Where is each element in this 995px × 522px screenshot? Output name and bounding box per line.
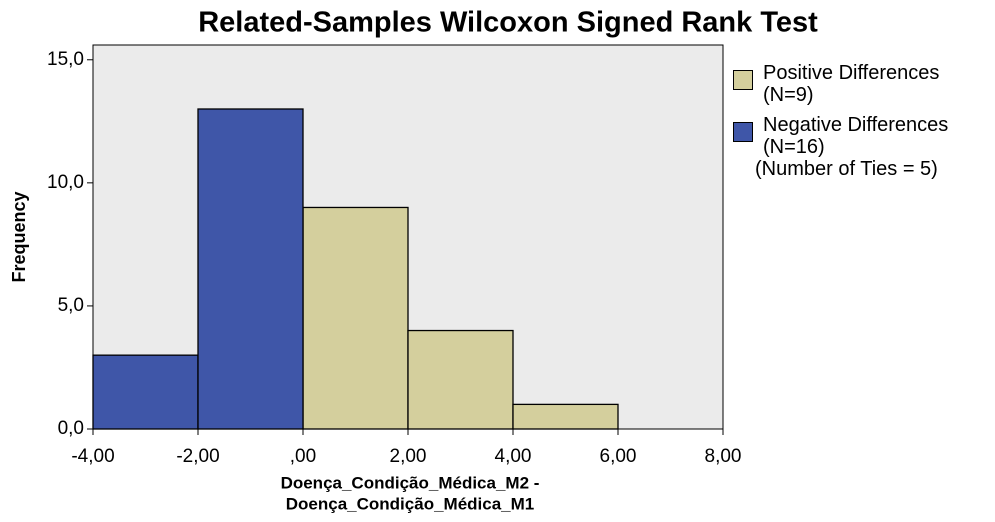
legend-item: Positive Differences (N=9) xyxy=(733,62,983,106)
y-tick-label: 10,0 xyxy=(47,172,84,193)
legend-swatch xyxy=(733,122,753,142)
y-axis-label: Frequency xyxy=(9,191,29,282)
legend-label: Positive Differences (N=9) xyxy=(763,62,940,106)
bar xyxy=(197,108,304,430)
x-axis-label: Doença_Condição_Médica_M1 xyxy=(286,494,534,513)
x-tick-label: -4,00 xyxy=(71,446,114,467)
annotation: (Number of Ties = 5) xyxy=(755,158,938,180)
bar xyxy=(92,354,199,430)
y-tick-label: 0,0 xyxy=(58,418,84,439)
bar xyxy=(302,206,409,430)
x-axis-label: Doença_Condição_Médica_M2 - xyxy=(281,473,540,492)
chart-title: Related-Samples Wilcoxon Signed Rank Tes… xyxy=(198,7,818,39)
x-tick-label: ,00 xyxy=(290,446,316,467)
bar xyxy=(512,403,619,430)
x-tick-label: 4,00 xyxy=(495,446,532,467)
y-tick-label: 15,0 xyxy=(47,49,84,70)
x-tick-label: 2,00 xyxy=(390,446,427,467)
x-tick-label: 8,00 xyxy=(705,446,742,467)
bar xyxy=(407,329,514,430)
y-tick-label: 5,0 xyxy=(58,295,84,316)
legend: Positive Differences (N=9) Negative Diffe… xyxy=(733,62,983,180)
legend-swatch xyxy=(733,70,753,90)
legend-label: Negative Differences (N=16) xyxy=(763,114,949,158)
legend-item: Negative Differences (N=16) xyxy=(733,114,983,158)
x-tick-label: -2,00 xyxy=(176,446,219,467)
x-tick-label: 6,00 xyxy=(600,446,637,467)
